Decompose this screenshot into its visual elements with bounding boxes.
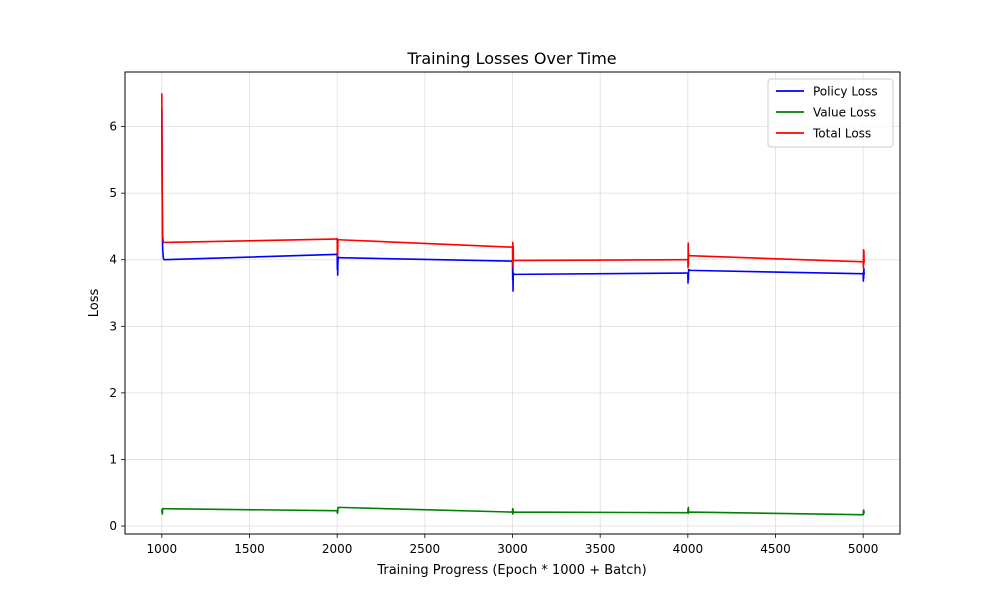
legend-label-total-loss: Total Loss [812,127,871,141]
total-loss-line [161,93,866,269]
plot-frame [124,71,901,535]
legend-label-value-loss: Value Loss [813,106,876,120]
legend: Policy Loss Value Loss Total Loss [767,78,894,148]
y-tick-label: 5 [109,186,117,200]
x-tick-label: 1000 [147,542,178,556]
y-tick-label: 6 [109,120,117,134]
y-tick-label: 1 [109,452,117,466]
legend-label-policy-loss: Policy Loss [813,85,878,99]
x-tick-label: 2000 [322,542,353,556]
x-tick-label: 4500 [760,542,791,556]
y-tick-label: 2 [109,386,117,400]
legend-box [767,78,894,148]
chart-title: Training Losses Over Time [406,49,616,68]
x-tick-label: 2500 [410,542,441,556]
y-tick-label: 0 [109,519,117,533]
x-tick-label: 5000 [848,542,879,556]
y-axis-label: Loss [87,289,102,318]
series-lines [161,93,866,516]
policy-loss-line [161,107,866,292]
value-loss-line [161,506,865,516]
x-tick-label: 3500 [585,542,616,556]
x-tick-label: 3000 [497,542,528,556]
x-axis-label: Training Progress (Epoch * 1000 + Batch) [376,563,646,578]
y-tick-label: 4 [109,253,117,267]
y-tick-label: 3 [109,319,117,333]
x-tick-label: 1500 [234,542,265,556]
axes: 1000 1500 2000 2500 3000 3500 4000 4500 5000 0 1 2 3… [109,120,878,556]
x-tick-label: 4000 [673,542,704,556]
